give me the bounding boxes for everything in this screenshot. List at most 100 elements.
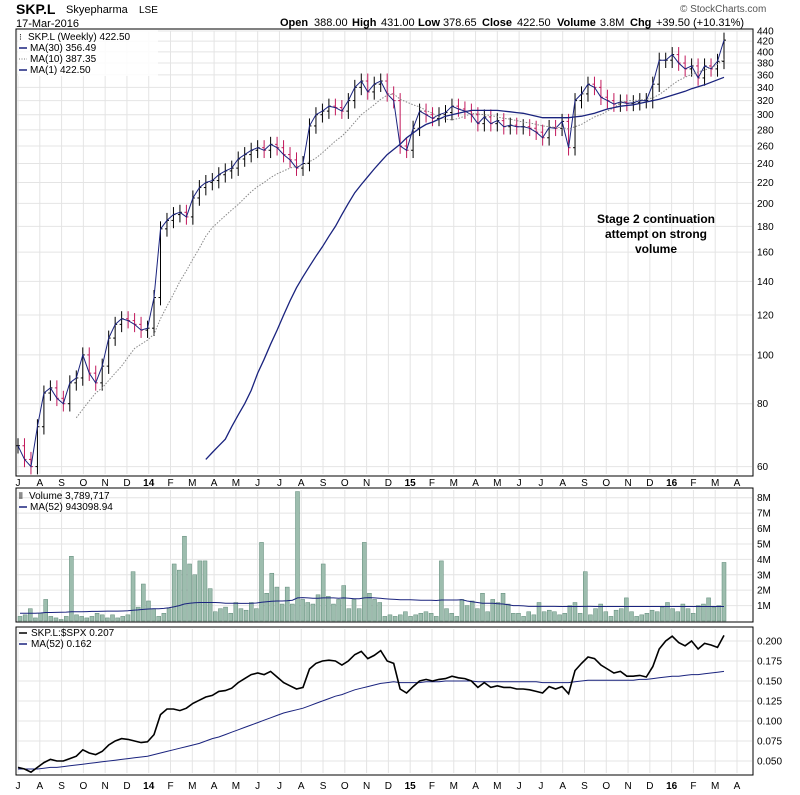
close-label: Close [482, 17, 512, 29]
volume-bar [326, 596, 331, 622]
volume-bar [346, 608, 352, 622]
volume-bar [115, 617, 120, 622]
volume-bar [310, 603, 316, 622]
ma1-line [17, 39, 725, 468]
x-tick-label-bottom: D [123, 781, 130, 792]
price-tick-label: 360 [757, 70, 774, 81]
price-tick-label: 260 [757, 142, 774, 153]
volume-bar [552, 611, 557, 622]
price-tick-label: 240 [757, 159, 774, 170]
x-tick-label: J [255, 478, 260, 489]
volume-bar [166, 608, 172, 622]
x-tick-label: M [493, 478, 501, 489]
volume-bar [598, 603, 603, 622]
volume-bar [721, 562, 727, 622]
volume-tick-label: 2M [757, 586, 771, 597]
volume-bar [588, 614, 593, 622]
volume-bar [624, 597, 629, 622]
volume-bar [516, 613, 521, 622]
chg-value: +39.50 (+10.31%) [656, 17, 744, 29]
volume-bar [649, 609, 655, 622]
price-tick-label: 400 [757, 47, 774, 58]
volume-bar [711, 606, 716, 622]
x-tick-label-bottom: A [36, 781, 43, 792]
open-label: Open [280, 17, 308, 29]
volume-value: 3.8M [600, 17, 624, 29]
volume-bar [629, 611, 634, 622]
volume-bar [207, 588, 213, 622]
chg-label: Chg [630, 17, 651, 29]
rs-tick-label: 0.075 [757, 737, 782, 748]
volume-bar [202, 560, 208, 622]
price-legend: ⁝ SKP.L (Weekly) 422.50 MA(30) 356.49 MA… [18, 30, 158, 76]
x-tick-label-bottom: 15 [405, 781, 417, 792]
x-tick-label: A [734, 478, 741, 489]
x-tick-label-bottom: N [363, 781, 370, 792]
rs-ma-legend: MA(52) 0.162 [31, 639, 92, 650]
volume-bar [356, 608, 362, 622]
volume-bar [444, 608, 449, 622]
volume-tick-label: 7M [757, 509, 771, 520]
volume-bar [264, 593, 269, 622]
watermark: © StockCharts.com [680, 4, 766, 15]
volume-bar [125, 614, 131, 622]
volume-bar [583, 571, 588, 622]
x-tick-label: D [123, 478, 130, 489]
volume-bar [43, 599, 48, 622]
price-tick-label: 100 [757, 350, 774, 361]
volume-tick-label: 1M [757, 601, 771, 612]
price-tick-label: 180 [757, 222, 774, 233]
volume-bar [618, 608, 624, 622]
volume-bar [547, 609, 552, 622]
x-tick-label: 14 [143, 478, 155, 489]
volume-bar [341, 585, 346, 622]
volume-bar [89, 616, 95, 622]
volume-bar [387, 614, 393, 622]
volume-bar [480, 593, 485, 622]
price-tick-label: 440 [757, 27, 774, 38]
ma10-line [75, 58, 725, 419]
volume-bar [557, 614, 562, 622]
volume-bar [218, 608, 223, 622]
volume-bar [254, 608, 259, 622]
volume-bar [187, 563, 192, 622]
volume-bar [320, 563, 326, 622]
price-tick-label: 320 [757, 96, 774, 107]
volume-bar [146, 600, 151, 622]
x-tick-label: 15 [405, 478, 417, 489]
volume-tick-label: 3M [757, 570, 771, 581]
volume-legend-title: Volume 3,789,717 [29, 491, 110, 502]
volume-bar [459, 599, 465, 622]
rs-ma-line [18, 670, 725, 770]
volume-bar [644, 613, 650, 622]
annotation: Stage 2 continuation attempt on strong v… [597, 212, 715, 256]
volume-bar [17, 616, 23, 622]
volume-bar [541, 611, 547, 622]
annotation-line-1: Stage 2 continuation [597, 212, 715, 226]
ma30-line [205, 76, 725, 460]
volume-bar [105, 617, 110, 622]
x-tick-label-bottom: J [538, 781, 543, 792]
volume-bar [670, 608, 675, 622]
ohlc-header: Open 388.00 High 431.00 Low 378.65 Close… [280, 17, 744, 29]
volume-bar [377, 602, 382, 622]
volume-bar [69, 556, 74, 622]
volume-bar [613, 609, 619, 622]
x-tick-label: N [363, 478, 370, 489]
volume-bar [593, 608, 598, 622]
volume-bar [608, 616, 614, 622]
volume-bar [701, 603, 706, 622]
volume-bar [38, 613, 43, 622]
rs-tick-label: 0.125 [757, 697, 782, 708]
volume-bar [141, 583, 146, 622]
volume-bar [526, 611, 531, 622]
x-tick-label: J [277, 478, 282, 489]
volume-bar [398, 614, 403, 622]
price-tick-label: 200 [757, 199, 774, 210]
x-tick-label-bottom: J [255, 781, 260, 792]
volume-bar [290, 603, 295, 622]
volume-legend: ⫴ Volume 3,789,717 MA(52) 943098.94 [19, 491, 113, 513]
grid-layer [17, 30, 752, 773]
volume-bar [284, 586, 290, 622]
x-tick-label: D [385, 478, 392, 489]
